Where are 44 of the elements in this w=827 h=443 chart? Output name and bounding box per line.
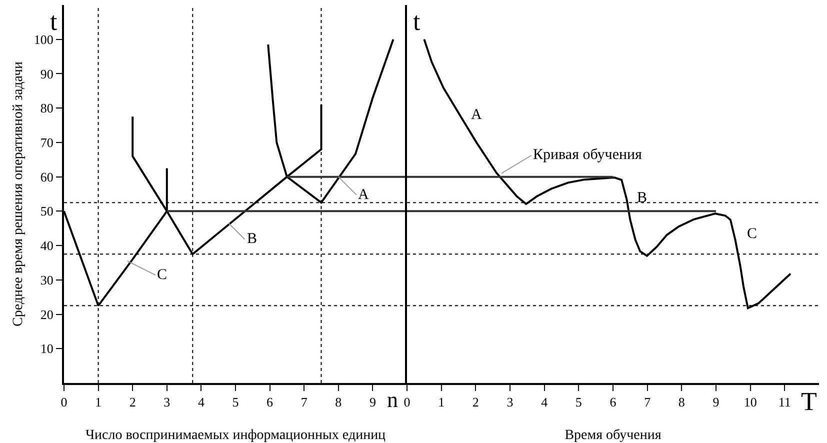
x-tick-label: 4 (198, 394, 205, 410)
x-tick-label: 1 (95, 394, 102, 410)
x-tick-label: 5 (575, 394, 582, 410)
annotation: t (413, 7, 421, 36)
x-tick-label: 4 (541, 394, 548, 410)
y-axis-title: Среднее время решения оперативной задачи (11, 61, 26, 326)
annotation: C (157, 267, 168, 283)
x-tick-label: 3 (164, 394, 170, 410)
y-tick-label: 50 (40, 204, 54, 219)
y-tick-label: 30 (40, 272, 54, 288)
y-tick-label: 90 (40, 66, 54, 82)
text: T (801, 387, 817, 416)
x-tick-label: 8 (678, 394, 685, 410)
y-tick-label: 80 (40, 100, 54, 116)
x-tick-label: 7 (644, 394, 652, 410)
annotation: Кривая обучения (533, 147, 642, 163)
x-tick-label: 11 (778, 394, 791, 410)
x-axis-title: Время обучения (564, 428, 662, 443)
x-tick-label: 2 (129, 394, 136, 410)
annotation: B (637, 190, 648, 206)
x-tick-label: 10 (744, 394, 757, 410)
x-tick-label: 6 (266, 394, 274, 410)
annotation: A (358, 187, 369, 203)
x-tick-label: 1 (438, 394, 445, 410)
annotation: C (747, 226, 758, 242)
y-tick-label: 60 (40, 169, 54, 184)
x-tick-label: 7 (300, 394, 308, 410)
text: n (387, 387, 398, 412)
x-tick-label: 2 (472, 394, 479, 410)
annotation: A (471, 107, 482, 123)
x-tick-label: 6 (610, 394, 617, 410)
x-tick-label: 5 (232, 394, 239, 410)
x-tick-label: 3 (506, 394, 514, 410)
x-axis-title: Число воспринимаемых информационных единиц (85, 428, 386, 443)
y-tick-label: 10 (40, 341, 54, 356)
x-tick-label: 9 (712, 394, 720, 410)
y-tick-label: 20 (40, 306, 54, 322)
x-tick-label: 8 (335, 394, 342, 410)
y-tick-label: 40 (40, 238, 54, 254)
x-tick-label: 9 (369, 394, 376, 410)
y-tick-label: 70 (40, 135, 54, 150)
x-tick-label: 0 (404, 394, 410, 410)
annotation: B (247, 231, 258, 247)
x-tick-label: 0 (60, 394, 68, 410)
